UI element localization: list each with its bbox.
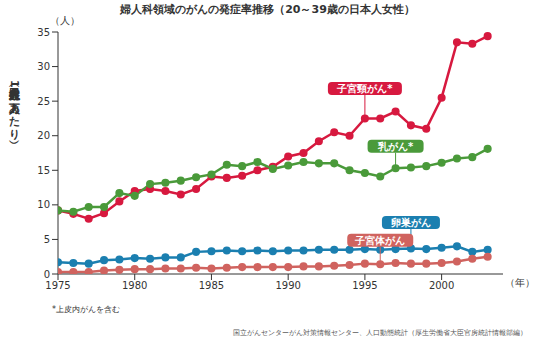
svg-text:2000: 2000 (429, 280, 454, 291)
svg-text:20: 20 (37, 130, 50, 141)
html-text:発症人数（人口10万人あたり）: 発症人数（人口10万人あたり） (8, 80, 21, 135)
svg-text:25: 25 (37, 96, 50, 107)
html-text:国立がんセンターがん対策情報センター、人口動態統計（厚生労働: 国立がんセンターがん対策情報センター、人口動態統計（厚生労働省大臣官房統計情報部… (233, 329, 527, 337)
svg-text:子宮体がん: 子宮体がん (354, 235, 405, 246)
svg-text:卵巣がん: 卵巣がん (390, 217, 431, 228)
html-text:（人）: （人） (50, 15, 80, 26)
svg-text:5: 5 (44, 234, 50, 245)
svg-text:1980: 1980 (122, 280, 147, 291)
html-text:*上皮内がんを含む: *上皮内がんを含む (52, 305, 120, 314)
svg-text:乳がん*: 乳がん* (377, 141, 414, 152)
svg-text:15: 15 (37, 165, 50, 176)
svg-text:35: 35 (37, 27, 50, 38)
svg-text:1990: 1990 (275, 280, 300, 291)
svg-text:1975: 1975 (45, 280, 70, 291)
html-text:（年）: （年） (505, 277, 535, 288)
svg-text:0: 0 (44, 269, 50, 280)
svg-text:1995: 1995 (352, 280, 377, 291)
svg-text:1985: 1985 (199, 280, 224, 291)
svg-text:子宮頸がん*: 子宮頸がん* (336, 83, 393, 94)
svg-text:30: 30 (37, 61, 50, 72)
svg-text:10: 10 (37, 199, 50, 210)
html-text:婦人科領域のがんの発症率推移（20～39歳の日本人女性）: 婦人科領域のがんの発症率推移（20～39歳の日本人女性） (120, 3, 415, 16)
